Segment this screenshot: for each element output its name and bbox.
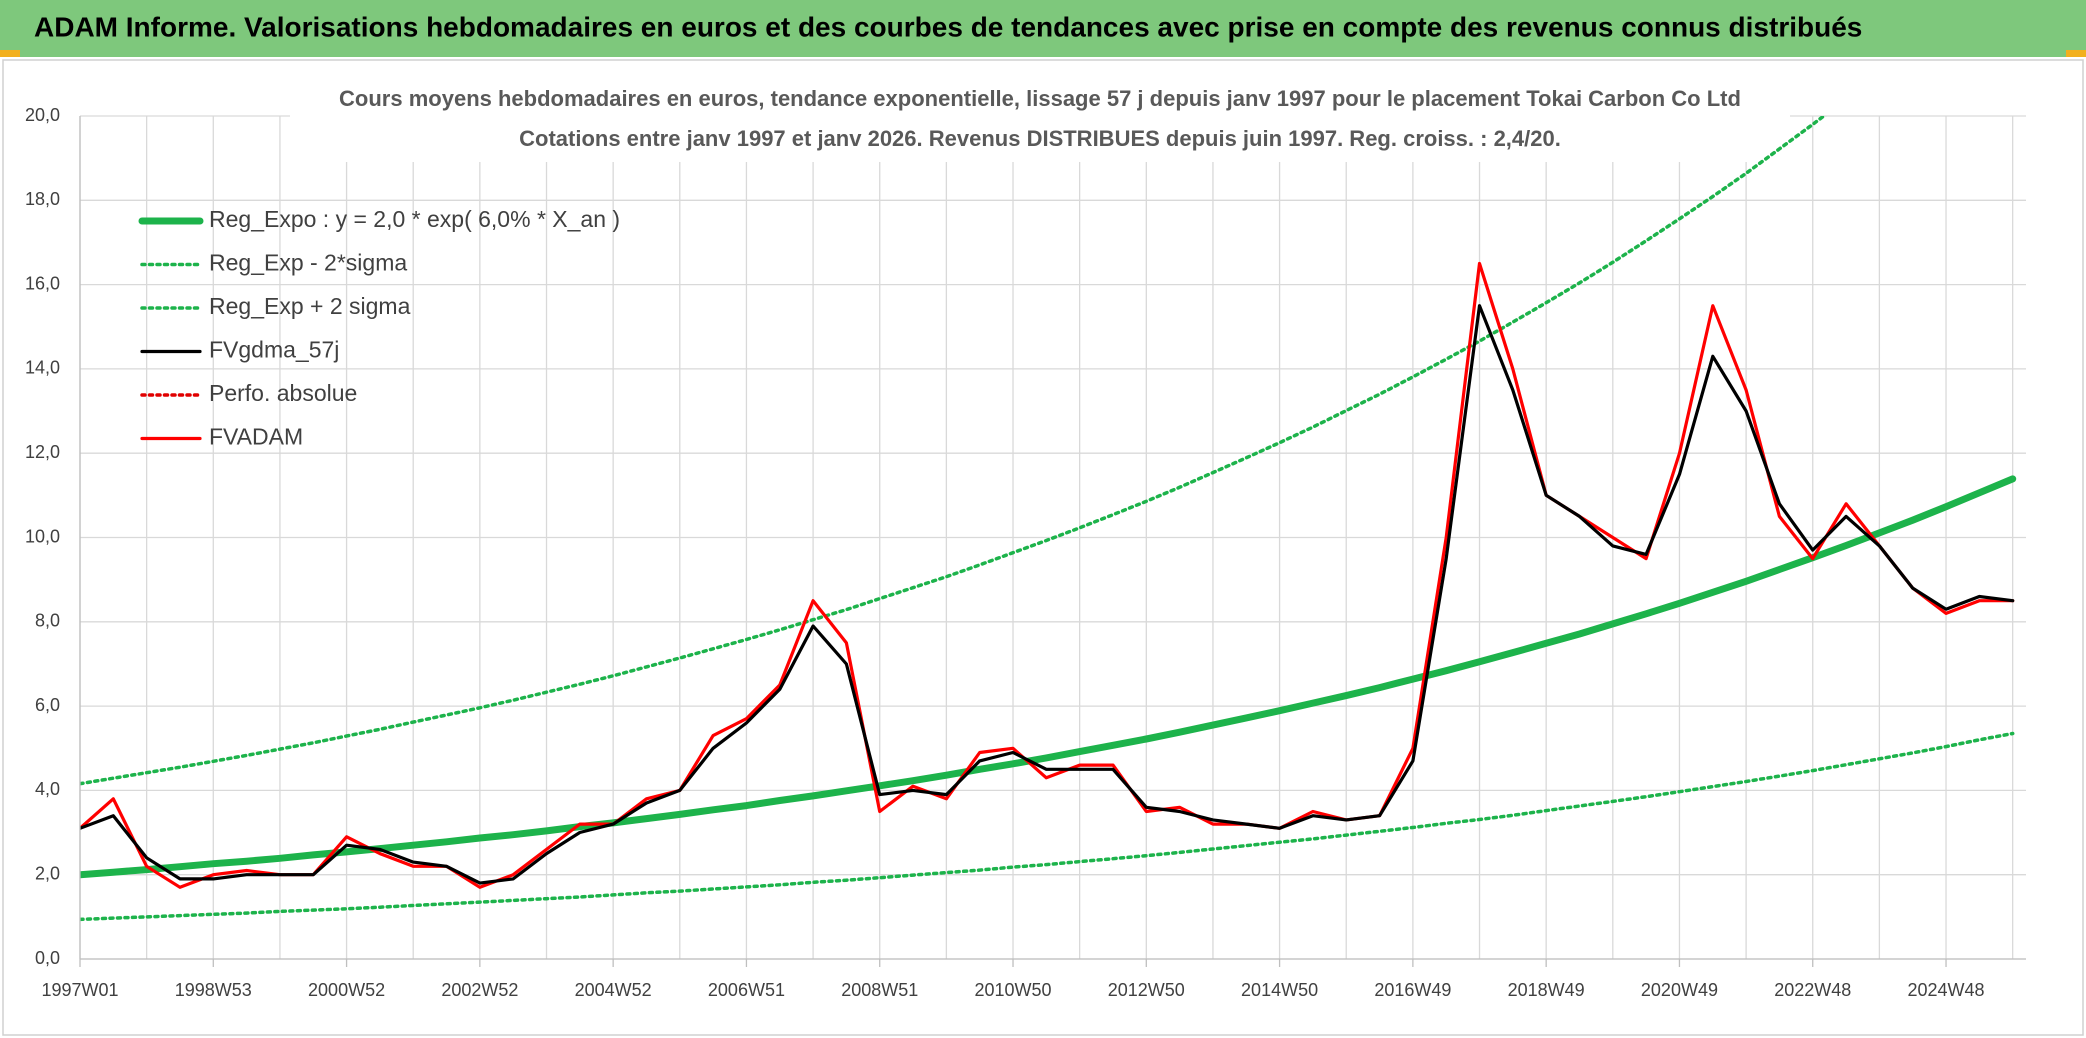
y-tick-label: 12,0 [25,442,60,462]
x-tick-label: 2016W49 [1374,980,1451,1000]
series-line [80,304,2015,885]
chart-title: Cours moyens hebdomadaires en euros, ten… [339,86,1741,111]
y-tick-label: 4,0 [35,779,60,799]
x-tick-label: 2006W51 [708,980,785,1000]
corner-mark [2066,50,2086,57]
x-tick-label: 2012W50 [1108,980,1185,1000]
x-tick-label: 2020W49 [1641,980,1718,1000]
x-tick-label: 1998W53 [175,980,252,1000]
x-tick-label: 2010W50 [974,980,1051,1000]
series-line [80,261,2015,889]
page-title: ADAM Informe. Valorisations hebdomadaire… [34,11,1862,42]
chart-frame [2,59,2084,1036]
x-tick-label: 2018W49 [1508,980,1585,1000]
x-tick-label: 1997W01 [41,980,118,1000]
y-tick-label: 14,0 [25,358,60,378]
y-tick-label: 16,0 [25,273,60,293]
y-tick-label: 20,0 [25,105,60,125]
legend-label: FVgdma_57j [209,337,339,363]
x-tick-label: 2022W48 [1774,980,1851,1000]
plot-area [80,116,2017,922]
series-line [80,475,2017,879]
chart-subtitle: Cotations entre janv 1997 et janv 2026. … [519,126,1561,151]
legend-label: Reg_Expo : y = 2,0 * exp( 6,0% * X_an ) [209,206,620,232]
y-tick-label: 8,0 [35,611,60,631]
x-tick-label: 2004W52 [575,980,652,1000]
x-tick-label: 2024W48 [1907,980,1984,1000]
legend-label: Reg_Exp - 2*sigma [209,250,407,276]
y-tick-label: 2,0 [35,863,60,883]
y-tick-label: 6,0 [35,695,60,715]
x-tick-label: 2008W51 [841,980,918,1000]
legend-label: Perfo. absolue [209,380,357,406]
y-tick-label: 18,0 [25,189,60,209]
x-tick-label: 2002W52 [441,980,518,1000]
title-bar [0,0,2086,57]
y-tick-label: 10,0 [25,526,60,546]
corner-mark [0,50,20,57]
legend: Reg_Expo : y = 2,0 * exp( 6,0% * X_an ) R… [138,206,620,450]
y-tick-label: 0,0 [35,948,60,968]
series-line [80,116,1827,786]
series-line [80,731,2015,922]
title-backdrop [290,82,1790,162]
x-tick-label: 2014W50 [1241,980,1318,1000]
legend-label: FVADAM [209,424,303,450]
legend-label: Reg_Exp + 2 sigma [209,293,411,319]
x-tick-label: 2000W52 [308,980,385,1000]
